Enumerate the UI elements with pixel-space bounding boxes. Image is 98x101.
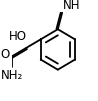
- Text: HO: HO: [9, 30, 27, 43]
- Text: O: O: [0, 48, 10, 61]
- Text: NH: NH: [63, 0, 80, 12]
- Text: NH₂: NH₂: [1, 69, 23, 82]
